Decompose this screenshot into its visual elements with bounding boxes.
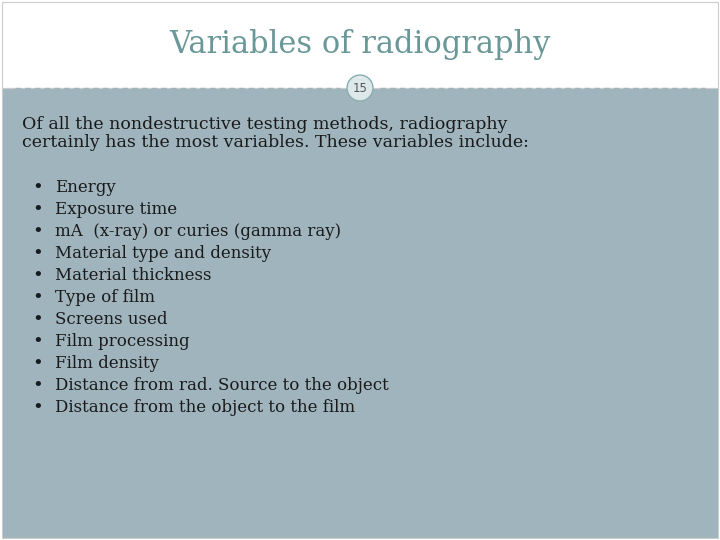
Text: •: • xyxy=(32,201,43,219)
Text: 15: 15 xyxy=(353,82,367,94)
FancyBboxPatch shape xyxy=(2,88,718,538)
Text: •: • xyxy=(32,399,43,417)
Text: •: • xyxy=(32,267,43,285)
Text: •: • xyxy=(32,245,43,263)
Text: Material thickness: Material thickness xyxy=(55,267,212,285)
FancyBboxPatch shape xyxy=(2,2,718,88)
Text: Exposure time: Exposure time xyxy=(55,201,177,219)
Text: •: • xyxy=(32,311,43,329)
Text: Energy: Energy xyxy=(55,179,116,197)
Text: •: • xyxy=(32,377,43,395)
Text: •: • xyxy=(32,223,43,241)
Text: Of all the nondestructive testing methods, radiography: Of all the nondestructive testing method… xyxy=(22,116,508,133)
Text: •: • xyxy=(32,289,43,307)
Text: Film processing: Film processing xyxy=(55,334,189,350)
Text: certainly has the most variables. These variables include:: certainly has the most variables. These … xyxy=(22,134,529,151)
Text: Type of film: Type of film xyxy=(55,289,155,307)
Text: Distance from rad. Source to the object: Distance from rad. Source to the object xyxy=(55,377,389,395)
Text: •: • xyxy=(32,179,43,197)
Text: mA  (x-ray) or curies (gamma ray): mA (x-ray) or curies (gamma ray) xyxy=(55,224,341,240)
Text: Film density: Film density xyxy=(55,355,159,373)
Text: Variables of radiography: Variables of radiography xyxy=(169,29,551,59)
Text: •: • xyxy=(32,333,43,351)
Text: •: • xyxy=(32,355,43,373)
Text: Material type and density: Material type and density xyxy=(55,246,271,262)
Circle shape xyxy=(347,75,373,101)
Text: Screens used: Screens used xyxy=(55,312,168,328)
Text: Distance from the object to the film: Distance from the object to the film xyxy=(55,400,355,416)
